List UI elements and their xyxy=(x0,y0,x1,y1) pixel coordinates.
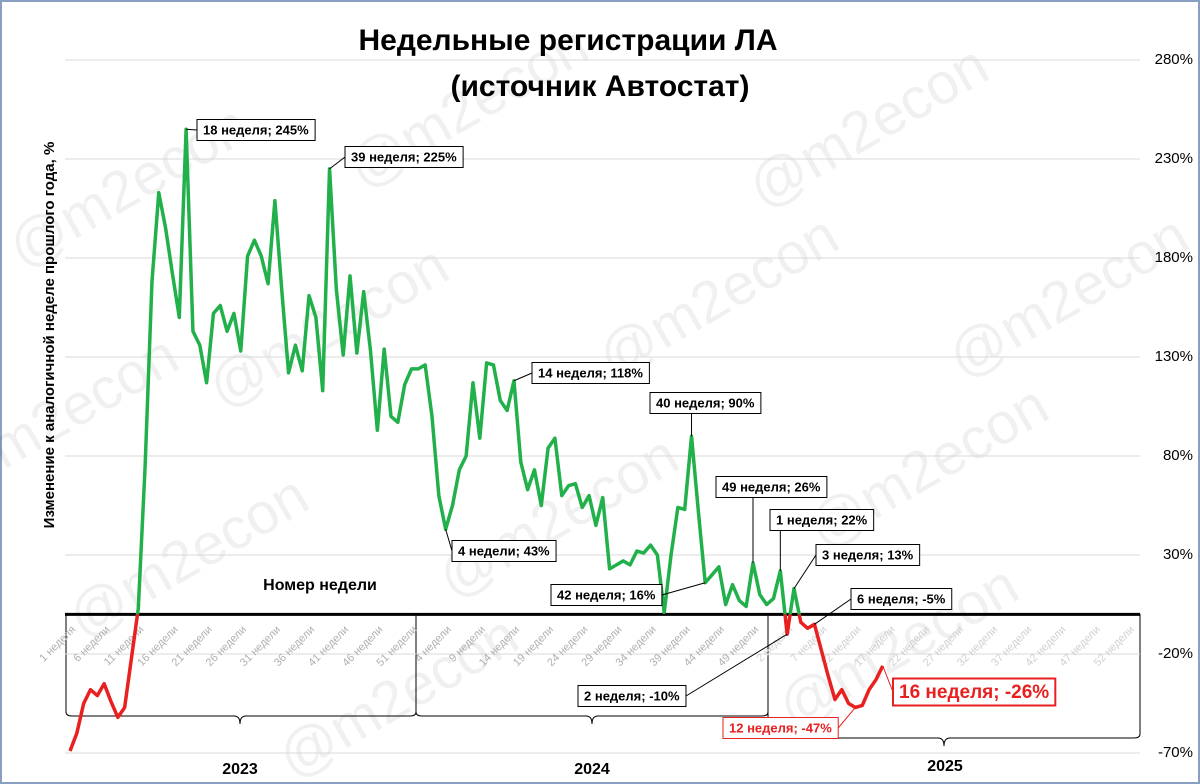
annotation: 14 неделя; 118% xyxy=(513,362,650,384)
annotation: 2 неделя; -10% xyxy=(577,633,788,707)
annotation-box xyxy=(715,476,828,498)
annotation-label: 14 неделя; 118% xyxy=(538,365,643,380)
annotation: 49 неделя; 26% xyxy=(715,476,828,563)
year-bracket xyxy=(65,614,417,725)
annotation-label: 16 неделя; -26% xyxy=(899,682,1049,703)
leader-line xyxy=(814,598,852,625)
annotation-label: 2 неделя; -10% xyxy=(584,688,680,703)
y-tick-label: 230% xyxy=(1155,150,1193,167)
annotation-label: 39 неделя; 225% xyxy=(351,149,457,164)
leader-line xyxy=(661,582,706,596)
leader-line xyxy=(329,156,346,170)
leader-line xyxy=(445,529,453,552)
annotation-label: 40 неделя; 90% xyxy=(656,395,755,410)
annotation-box xyxy=(649,392,762,414)
annotation: 4 недели; 43% xyxy=(445,529,557,562)
annotation-label: 6 неделя; -5% xyxy=(857,591,946,606)
y-tick-label: 280% xyxy=(1155,51,1193,68)
annotation: 40 неделя; 90% xyxy=(649,392,762,437)
annotation-box xyxy=(892,677,1057,707)
annotation: 18 неделя; 245% xyxy=(186,119,316,141)
leader-line xyxy=(513,372,533,382)
leader-line xyxy=(837,707,856,729)
annotation-box xyxy=(769,509,875,531)
annotation-label: 1 неделя; 22% xyxy=(776,512,868,527)
annotation-box xyxy=(550,584,663,606)
annotation-label: 12 неделя; -47% xyxy=(729,720,832,735)
annotation: 6 неделя; -5% xyxy=(814,588,953,625)
annotation: 12 неделя; -47% xyxy=(722,707,856,739)
y-tick-label: 180% xyxy=(1155,249,1193,266)
leader-line xyxy=(793,554,817,589)
y-tick-label: -70% xyxy=(1158,744,1193,761)
annotation-label: 3 неделя; 13% xyxy=(822,547,914,562)
leader-line xyxy=(882,665,894,693)
annotation-label: 42 неделя; 16% xyxy=(557,587,656,602)
annotation-label: 4 недели; 43% xyxy=(458,543,550,558)
annotation-box xyxy=(196,119,316,141)
annotation-label: 49 неделя; 26% xyxy=(722,479,821,494)
chart-title: Недельные регистрации ЛА xyxy=(358,24,777,57)
annotation-box xyxy=(451,540,557,562)
y-axis-label: Изменение к аналогичной неделе прошлого … xyxy=(41,142,58,529)
annotation: 42 неделя; 16% xyxy=(550,582,706,606)
annotation: 1 неделя; 22% xyxy=(769,509,875,571)
annotation-box xyxy=(722,717,839,739)
y-tick-label: 30% xyxy=(1163,546,1193,563)
annotation: 39 неделя; 225% xyxy=(329,146,464,170)
y-tick-label: 130% xyxy=(1155,348,1193,365)
leader-line xyxy=(685,633,788,697)
annotation-box xyxy=(850,588,953,610)
y-tick-label: 80% xyxy=(1163,447,1193,464)
annotation-label: 18 неделя; 245% xyxy=(203,122,309,137)
year-label: 2025 xyxy=(927,758,963,775)
year-label: 2023 xyxy=(222,761,258,778)
y-tick-label: -20% xyxy=(1158,645,1193,662)
chart-title: (источник Автостат) xyxy=(450,70,749,103)
leader-line xyxy=(186,128,198,131)
annotation-box xyxy=(577,685,687,707)
annotation-box xyxy=(531,362,650,384)
x-axis-label: Номер недели xyxy=(263,577,377,594)
year-label: 2024 xyxy=(574,761,610,778)
line-positive xyxy=(135,127,801,615)
annotation: 3 неделя; 13% xyxy=(793,544,921,589)
year-bracket xyxy=(415,614,769,725)
annotation-box xyxy=(815,544,921,566)
annotation-box xyxy=(344,146,464,168)
annotation: 16 неделя; -26% xyxy=(882,665,1057,707)
